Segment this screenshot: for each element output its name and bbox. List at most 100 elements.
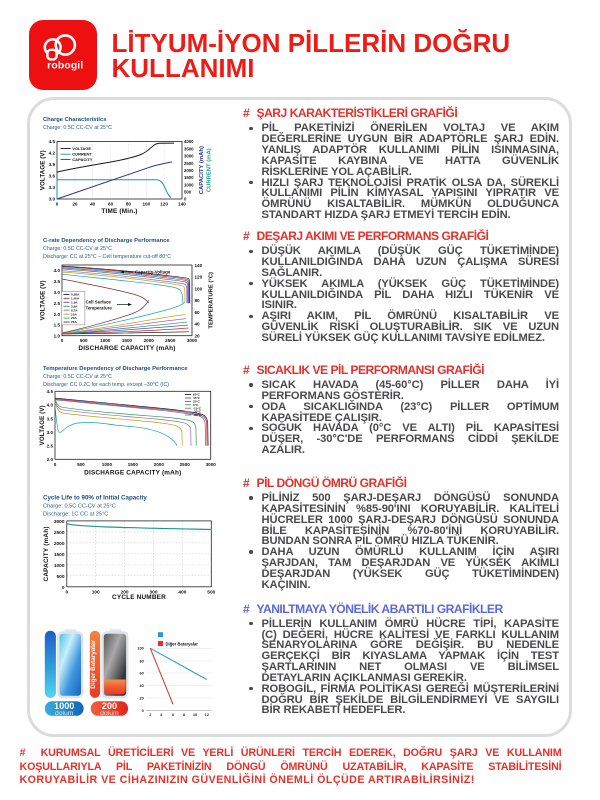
svg-text:robogil: robogil: [47, 60, 83, 71]
svg-text:3.0: 3.0: [47, 430, 54, 435]
svg-text:140: 140: [178, 201, 186, 206]
svg-text:CAPACITY (mAh): CAPACITY (mAh): [199, 146, 205, 194]
svg-text:4.0: 4.0: [47, 403, 54, 408]
svg-text:Temperature Dependency of Disc: Temperature Dependency of Discharge Perf…: [43, 366, 188, 372]
svg-text:10: 10: [193, 712, 197, 717]
svg-text:Discharge: CC at 25°C – Cell t: Discharge: CC at 25°C – Cell temperature…: [43, 254, 171, 260]
svg-text:8,7A: 8,7A: [71, 308, 78, 312]
svg-text:0: 0: [62, 585, 65, 591]
svg-text:2000: 2000: [144, 338, 155, 343]
svg-text:VOLTAGE: VOLTAGE: [72, 146, 91, 151]
svg-text:2.0: 2.0: [47, 457, 54, 462]
svg-text:CURRENT: CURRENT: [72, 151, 92, 156]
svg-text:3.3: 3.3: [49, 185, 56, 190]
svg-text:3.6: 3.6: [49, 173, 56, 178]
svg-text:200: 200: [102, 701, 117, 711]
svg-text:2000: 2000: [184, 168, 194, 173]
svg-text:100: 100: [92, 589, 100, 595]
svg-text:0°C: 0°C: [193, 403, 199, 407]
svg-text:400: 400: [178, 589, 186, 595]
svg-text:80: 80: [126, 201, 132, 206]
svg-text:20: 20: [195, 334, 201, 339]
svg-text:300: 300: [149, 589, 157, 595]
svg-text:8: 8: [183, 712, 186, 717]
svg-text:3.0: 3.0: [54, 290, 61, 295]
svg-text:3,8A: 3,8A: [71, 304, 78, 308]
svg-text:120: 120: [195, 275, 203, 280]
svg-text:3.9: 3.9: [49, 162, 56, 167]
svg-text:CAPACITY: CAPACITY: [72, 156, 92, 161]
svg-text:1500: 1500: [128, 462, 139, 467]
svg-text:0: 0: [65, 589, 68, 595]
svg-text:25°C: 25°C: [193, 400, 201, 404]
svg-text:500: 500: [77, 462, 85, 467]
svg-text:2: 2: [149, 712, 152, 717]
svg-text:6: 6: [172, 712, 175, 717]
svg-text:500: 500: [80, 338, 88, 343]
svg-text:2.5: 2.5: [47, 444, 54, 449]
svg-text:60°C: 60°C: [193, 393, 201, 397]
svg-text:2500: 2500: [165, 338, 176, 343]
svg-text:80: 80: [139, 658, 143, 663]
svg-text:TEMPERATURE (°C): TEMPERATURE (°C): [209, 272, 215, 329]
svg-text:3.5: 3.5: [54, 279, 61, 284]
svg-text:45°C: 45°C: [193, 396, 201, 400]
svg-text:3000: 3000: [54, 519, 65, 525]
svg-text:40: 40: [139, 683, 143, 688]
svg-text:VOLTAGE (V): VOLTAGE (V): [39, 405, 46, 445]
svg-text:VOLTAGE (V): VOLTAGE (V): [40, 150, 47, 190]
svg-text:3000: 3000: [206, 462, 217, 467]
svg-text:3.5: 3.5: [47, 416, 54, 421]
svg-text:2.5: 2.5: [54, 301, 61, 306]
svg-text:Temperature: Temperature: [86, 306, 113, 311]
svg-text:3000: 3000: [187, 338, 198, 343]
svg-text:Charge Characteristics: Charge Characteristics: [43, 117, 106, 123]
svg-text:200: 200: [121, 589, 129, 595]
svg-text:Charge: 0.5C CC-CV at 25°C: Charge: 0.5C CC-CV at 25°C: [43, 374, 112, 380]
svg-text:2500: 2500: [54, 530, 65, 536]
svg-text:CURRENT (mA): CURRENT (mA): [207, 148, 213, 192]
svg-text:1.5: 1.5: [54, 323, 61, 328]
svg-text:Diğer Bataryalar: Diğer Bataryalar: [166, 641, 199, 646]
svg-text:60: 60: [195, 310, 201, 315]
svg-text:Discharge: CC 0.2C for each te: Discharge: CC 0.2C for each temp. except…: [43, 382, 169, 388]
svg-text:1000: 1000: [54, 563, 65, 569]
svg-text:2.0: 2.0: [54, 312, 61, 317]
svg-text:DISCHARGE CAPACITY (mAh): DISCHARGE CAPACITY (mAh): [78, 345, 175, 352]
svg-text:1,9A: 1,9A: [71, 300, 78, 304]
svg-text:3500: 3500: [184, 146, 194, 151]
svg-text:C-rate Dependency of Discharge: C-rate Dependency of Discharge Performan…: [43, 238, 170, 244]
svg-text:-10°C: -10°C: [193, 406, 202, 410]
svg-text:1500: 1500: [54, 552, 65, 558]
svg-text:500: 500: [207, 589, 215, 595]
svg-text:60: 60: [139, 670, 143, 675]
svg-text:4000: 4000: [184, 139, 194, 144]
svg-text:CYCLE NUMBER: CYCLE NUMBER: [112, 594, 166, 601]
svg-text:10A: 10A: [71, 312, 77, 316]
svg-text:Diğer Bataryalar: Diğer Bataryalar: [90, 640, 97, 689]
svg-text:-30°C: -30°C: [193, 413, 202, 417]
svg-text:100: 100: [137, 646, 144, 651]
svg-text:Charge: 0.5C CC-CV at 25°C: Charge: 0.5C CC-CV at 25°C: [43, 503, 116, 509]
svg-text:500: 500: [184, 189, 192, 194]
svg-text:3.0: 3.0: [49, 196, 56, 201]
svg-text:60: 60: [108, 201, 114, 206]
svg-text:VOLTAGE (V): VOLTAGE (V): [40, 280, 47, 320]
svg-text:100: 100: [142, 201, 150, 206]
svg-text:DISCHARGE CAPACITY (mAh): DISCHARGE CAPACITY (mAh): [84, 469, 181, 476]
svg-text:120: 120: [160, 201, 168, 206]
svg-text:12: 12: [205, 712, 210, 717]
svg-text:40: 40: [90, 201, 96, 206]
svg-text:0: 0: [54, 462, 57, 467]
svg-text:1000: 1000: [102, 462, 113, 467]
svg-text:dolum: dolum: [100, 710, 119, 717]
svg-text:-20°C: -20°C: [193, 410, 202, 414]
svg-text:Charge: 0.5C CC-CV at 25°C: Charge: 0.5C CC-CV at 25°C: [43, 124, 112, 130]
svg-text:26A: 26A: [71, 320, 77, 324]
svg-text:CAPACITY (mAh): CAPACITY (mAh): [43, 526, 50, 581]
svg-text:80: 80: [195, 298, 201, 303]
svg-text:1000: 1000: [100, 338, 111, 343]
svg-text:2500: 2500: [180, 462, 191, 467]
svg-text:4.5: 4.5: [47, 389, 54, 394]
svg-text:4.2: 4.2: [49, 150, 56, 155]
